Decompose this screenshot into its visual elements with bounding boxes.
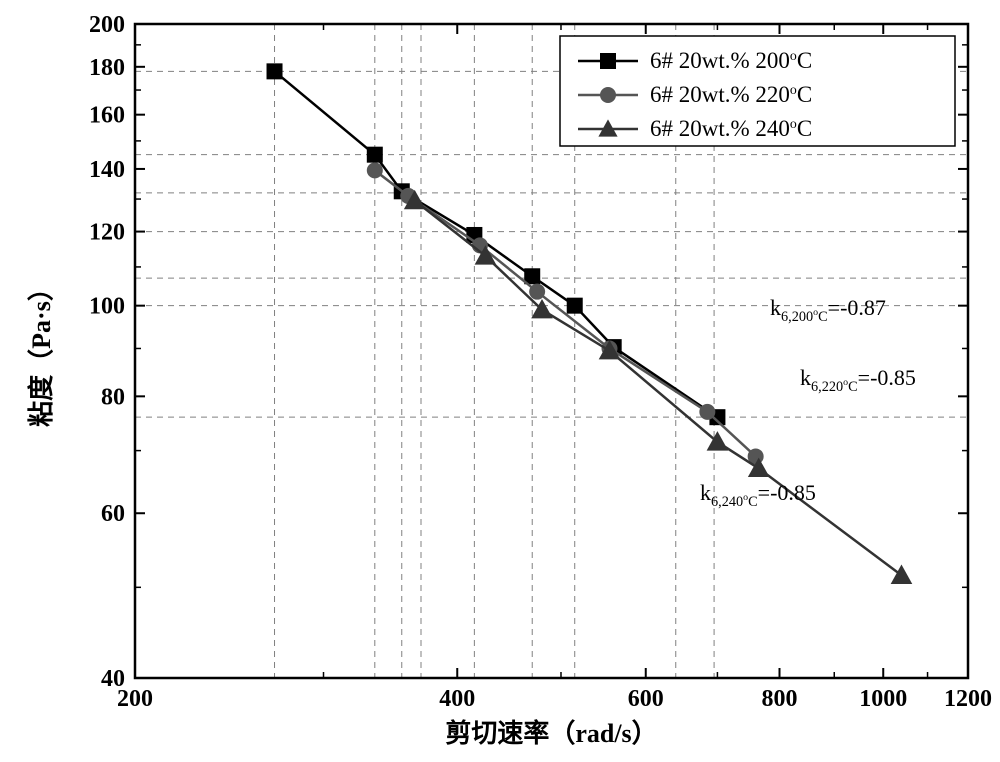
svg-text:1200: 1200	[944, 686, 992, 712]
svg-text:120: 120	[89, 220, 125, 246]
svg-text:1000: 1000	[859, 686, 907, 712]
svg-text:400: 400	[439, 686, 475, 712]
svg-text:6# 20wt.% 200oC: 6# 20wt.% 200oC	[650, 48, 812, 73]
svg-text:60: 60	[101, 501, 125, 527]
svg-text:200: 200	[89, 12, 125, 38]
svg-text:160: 160	[89, 103, 125, 129]
svg-text:40: 40	[101, 666, 125, 692]
svg-text:100: 100	[89, 294, 125, 320]
svg-text:6# 20wt.% 220oC: 6# 20wt.% 220oC	[650, 82, 812, 107]
svg-text:6# 20wt.% 240oC: 6# 20wt.% 240oC	[650, 116, 812, 141]
svg-text:剪切速率（rad/s）: 剪切速率（rad/s）	[445, 718, 657, 748]
viscosity-chart: 200 400 600 800 1000 1200 40 60 80 100 120 140 160 18…	[0, 0, 1000, 762]
svg-text:粘度（Pa·s）: 粘度（Pa·s）	[26, 275, 56, 427]
svg-text:180: 180	[89, 55, 125, 81]
chart-container: 200 400 600 800 1000 1200 40 60 80 100 120 140 160 18…	[0, 0, 1000, 762]
svg-text:600: 600	[628, 686, 664, 712]
svg-text:80: 80	[101, 384, 125, 410]
svg-text:800: 800	[761, 686, 797, 712]
svg-text:140: 140	[89, 157, 125, 183]
